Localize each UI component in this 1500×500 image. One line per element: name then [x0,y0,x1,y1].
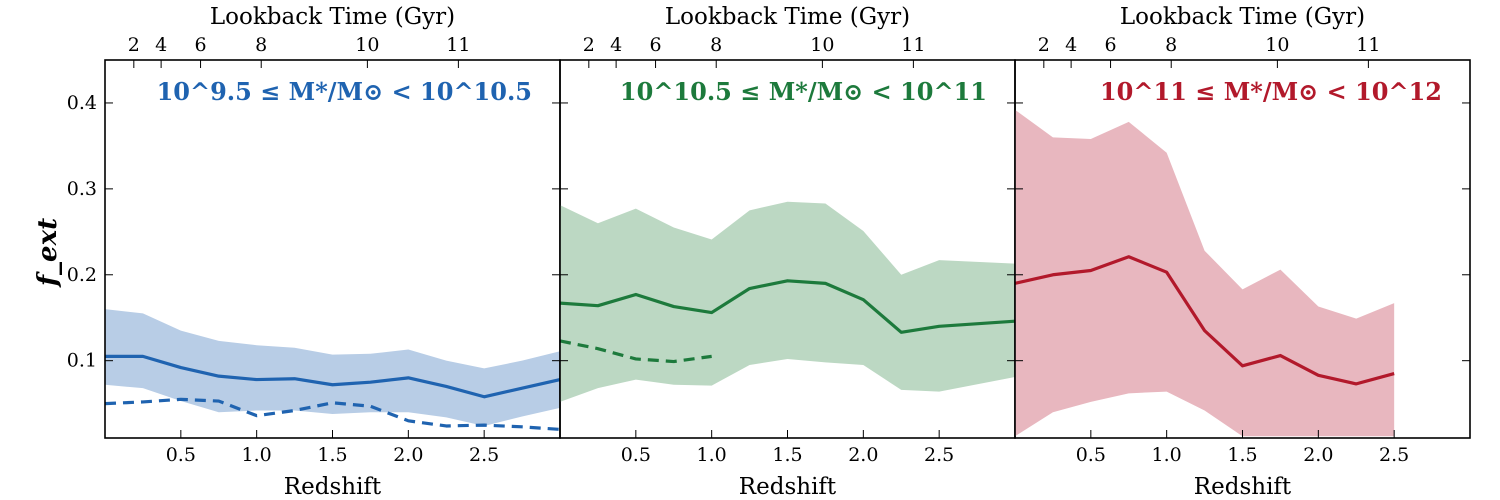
series-line-median [1015,255,1395,386]
top-tick-label: 4 [1065,34,1077,56]
panel-high: 0.5 1.0 1.5 2.0 2.5 2 4 6 8 10 11 Redshift Lookback … [1014,4,1471,500]
plot-area [105,309,560,432]
x-tick-label: 1.0 [242,444,272,466]
series-line-comparison [105,397,560,432]
x-tick-label: 0.5 [621,444,651,466]
y-tick-label: 0.3 [67,178,97,200]
series-line-comparison [560,339,712,364]
x-tick-label: 2.5 [1379,444,1409,466]
confidence-band [1015,109,1395,437]
panels-group: 0.10.20.30.40.5 1.0 1.5 2.0 2.52 4 6 8 10 11Redsh… [67,4,1471,500]
x-tick-label: 2.0 [848,444,878,466]
series-line-median [105,354,560,399]
top-tick-label: 6 [195,34,207,56]
top-tick-label: 10 [1265,34,1289,56]
top-tick-label: 11 [1356,34,1380,56]
top-axis-title: Lookback Time (Gyr) [1120,4,1365,30]
plot-area [560,201,1015,402]
x-tick-label: 2.0 [393,444,423,466]
y-tick-label: 0.2 [67,264,97,286]
x-tick-label: 2.5 [469,444,499,466]
mass-range-label: 10^9.5 ≤ M*/M⊙ < 10^10.5 [157,77,532,106]
top-tick-label: 10 [355,34,379,56]
x-tick-label: 1.5 [772,444,802,466]
x-tick-label: 0.5 [1076,444,1106,466]
top-tick-label: 4 [155,34,167,56]
top-tick-label: 4 [610,34,622,56]
x-tick-label: 1.5 [1227,444,1257,466]
x-tick-label: 1.0 [697,444,727,466]
mass-range-label: 10^10.5 ≤ M*/M⊙ < 10^11 [620,77,987,106]
top-tick-label: 8 [710,34,722,56]
mass-range-label: 10^11 ≤ M*/M⊙ < 10^12 [1100,77,1442,106]
top-tick-label: 6 [650,34,662,56]
top-tick-label: 2 [128,34,140,56]
top-axis-title: Lookback Time (Gyr) [210,4,455,30]
panel-mid: 0.5 1.0 1.5 2.0 2.5 2 4 6 8 10 11 Redshift Lookback … [559,4,1016,500]
y-tick-label: 0.1 [67,350,97,372]
top-tick-label: 11 [901,34,925,56]
x-axis-title: Redshift [284,474,382,500]
top-axis-title: Lookback Time (Gyr) [665,4,910,30]
x-axis-title: Redshift [739,474,837,500]
plot-area [1015,109,1395,437]
top-tick-label: 2 [583,34,595,56]
x-tick-label: 2.5 [924,444,954,466]
y-axis-label: f_ext [33,218,63,288]
series-line-median [560,279,1015,334]
top-tick-label: 8 [1165,34,1177,56]
x-axis-title: Redshift [1194,474,1292,500]
confidence-band [105,309,560,426]
x-tick-label: 0.5 [166,444,196,466]
top-tick-label: 11 [446,34,470,56]
top-tick-label: 2 [1038,34,1050,56]
panel-low: 0.1 0.2 0.3 0.4 0.5 1.0 1.5 2.0 2.5 2 4 6 8 10 11 Redsh… [67,4,561,500]
top-tick-label: 8 [255,34,267,56]
top-tick-label: 6 [1105,34,1117,56]
top-tick-label: 10 [810,34,834,56]
x-tick-label: 1.0 [1152,444,1182,466]
y-tick-label: 0.4 [67,92,97,114]
confidence-band [560,201,1015,402]
x-tick-label: 1.5 [317,444,347,466]
x-tick-label: 2.0 [1303,444,1333,466]
